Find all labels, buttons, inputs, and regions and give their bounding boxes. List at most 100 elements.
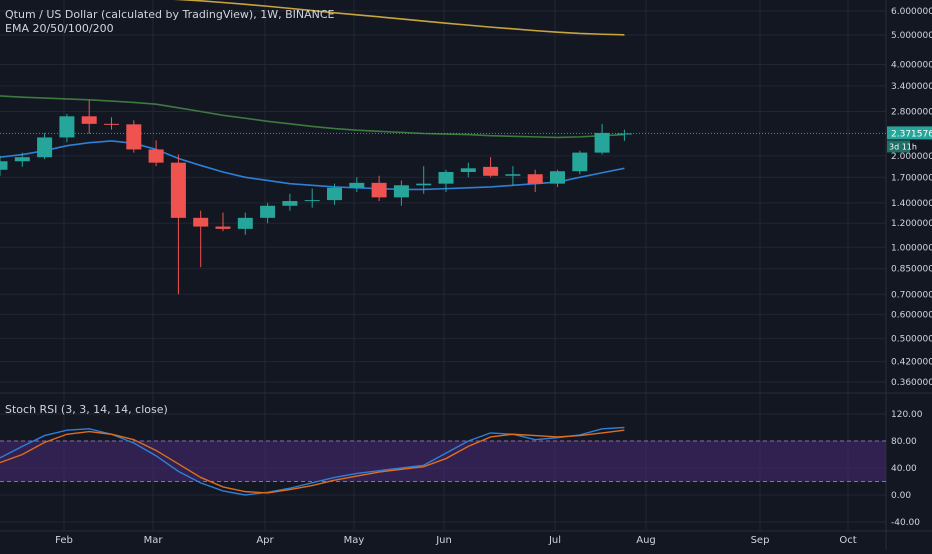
candle-body xyxy=(349,182,365,188)
time-tick-label: Mar xyxy=(144,535,164,546)
time-tick-label: Apr xyxy=(256,535,274,546)
candle xyxy=(59,113,75,143)
candle xyxy=(126,120,142,153)
candle xyxy=(170,154,186,295)
candle xyxy=(81,100,97,135)
time-tick-label: Aug xyxy=(636,535,656,546)
candle-body xyxy=(304,200,320,202)
candle xyxy=(0,155,8,176)
stoch-tick-label: 80.00 xyxy=(891,437,917,447)
candle-body xyxy=(237,217,253,229)
ema-20-line xyxy=(0,140,625,191)
price-tick-label: 1.2000000 xyxy=(891,219,932,229)
candle-body xyxy=(594,132,610,153)
candle xyxy=(505,166,521,186)
candle xyxy=(572,150,588,175)
candle-body xyxy=(371,182,387,198)
candle xyxy=(594,123,610,155)
candle-body xyxy=(14,157,30,162)
candle-body xyxy=(0,161,8,170)
candle xyxy=(416,166,432,194)
stoch-d-line xyxy=(0,429,625,494)
candle xyxy=(215,212,231,232)
ema-50-line xyxy=(0,95,625,139)
candle-body xyxy=(193,217,209,227)
countdown-badge xyxy=(887,140,910,153)
candle-body xyxy=(416,183,432,186)
candle-body xyxy=(170,162,186,218)
candle xyxy=(349,177,365,193)
candle-body xyxy=(81,116,97,124)
candle-body xyxy=(148,149,164,163)
candle xyxy=(616,129,632,141)
ema-100-line xyxy=(173,0,625,36)
candle xyxy=(550,169,565,187)
candle xyxy=(193,210,209,268)
time-tick-label: Jun xyxy=(435,535,452,546)
price-tick-label: 0.3600000 xyxy=(891,378,932,388)
candle-body xyxy=(260,205,276,218)
time-tick-label: May xyxy=(344,535,365,546)
candle-layer xyxy=(0,100,632,295)
stoch-rsi-title: Stoch RSI (3, 3, 14, 14, close) xyxy=(5,403,168,416)
candle-body xyxy=(616,133,632,135)
badge-layer: 2.3715760 3d 11h xyxy=(887,126,932,153)
candle xyxy=(304,188,320,208)
chart-title: Qtum / US Dollar (calculated by TradingV… xyxy=(5,8,335,21)
candle xyxy=(327,183,342,205)
candle-body xyxy=(550,171,565,184)
candle-body xyxy=(59,116,75,138)
candle-body xyxy=(572,152,588,172)
candle-body xyxy=(327,187,342,201)
stoch-band-fill xyxy=(0,441,886,482)
stoch-tick-label: -40.00 xyxy=(891,518,920,528)
time-tick-label: Jul xyxy=(548,535,561,546)
stoch-tick-label: 0.00 xyxy=(891,491,911,501)
last-price-badge xyxy=(887,126,932,140)
candle xyxy=(371,175,387,202)
candle xyxy=(104,117,119,130)
candle-body xyxy=(505,174,521,176)
time-tick-label: Feb xyxy=(55,535,73,546)
countdown-label: 3d 11h xyxy=(889,142,917,151)
price-tick-label: 2.8000000 xyxy=(891,108,932,118)
candle-body xyxy=(460,168,476,172)
stoch-k-line xyxy=(0,426,625,496)
stoch-tick-label: 40.00 xyxy=(891,464,917,474)
candle-body xyxy=(438,171,454,184)
candle-body xyxy=(527,174,543,184)
candle-body xyxy=(483,166,499,176)
candle xyxy=(393,180,409,206)
candle xyxy=(237,212,253,235)
ema-layer xyxy=(0,0,886,191)
candle xyxy=(37,132,53,160)
price-tick-label: 3.4000000 xyxy=(891,82,932,92)
candle-body xyxy=(37,137,53,158)
stoch-layer xyxy=(0,426,625,496)
stoch-band-layer xyxy=(0,440,886,482)
candle xyxy=(438,169,454,193)
stoch-tick-label: 120.00 xyxy=(891,410,923,420)
price-tick-label: 1.4000000 xyxy=(891,199,932,209)
candle xyxy=(14,152,30,167)
candle xyxy=(282,193,298,211)
last-price-label: 2.3715760 xyxy=(891,129,932,139)
candle-body xyxy=(104,123,119,125)
candle xyxy=(148,140,164,167)
candle xyxy=(260,202,276,224)
candle xyxy=(527,169,543,193)
time-tick-label: Sep xyxy=(751,535,770,546)
